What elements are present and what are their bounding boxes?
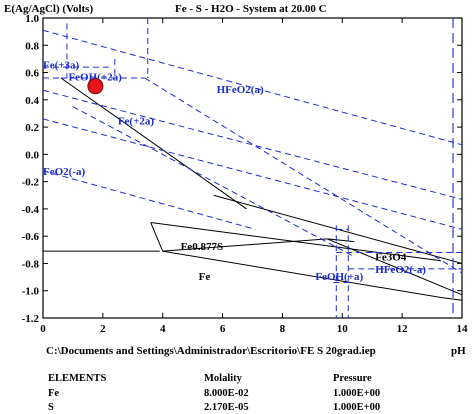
table-row-s-pressure: 1.000E+00 <box>333 402 381 413</box>
y-tick-label: 0.6 <box>25 68 39 80</box>
x-tick-label: 0 <box>40 323 46 335</box>
boundary-line-10 <box>72 106 355 258</box>
region-label-fe0-877s: Fe0.877S <box>181 241 223 253</box>
boundary-line-4 <box>150 222 463 301</box>
boundary-line-23 <box>42 29 463 146</box>
y-tick-label: 0.8 <box>25 40 39 52</box>
boundary-line-0 <box>60 77 247 210</box>
table-header-elements: ELEMENTS <box>48 373 107 384</box>
y-tick-label: 0.4 <box>25 95 39 107</box>
table-row-s-element: S <box>48 402 54 413</box>
boundary-line-21 <box>42 170 256 230</box>
y-tick-label: -1.0 <box>22 286 40 298</box>
y-tick-label: -0.8 <box>22 258 40 270</box>
y-tick-label: 0.0 <box>25 149 39 161</box>
boundary-line-6 <box>327 238 463 296</box>
x-tick-label: 2 <box>100 323 106 335</box>
y-tick-label: 0.2 <box>25 122 39 134</box>
table-row-fe-molality: 8.000E-02 <box>204 388 249 399</box>
region-label-feoh-a: FeOH(+a) <box>315 271 363 283</box>
region-label-fe: Fe <box>199 271 211 283</box>
y-tick-label: -0.2 <box>22 177 40 189</box>
y-tick-label: -1.2 <box>22 313 40 325</box>
chart-title: Fe - S - H2O - System at 20.00 C <box>175 3 327 15</box>
x-axis-label: pH <box>451 345 466 357</box>
operating-point-marker <box>87 78 104 95</box>
region-label-hfeo2-a: HFeO2(-a) <box>375 264 426 276</box>
table-row-s-molality: 2.170E-05 <box>204 402 249 413</box>
table-header-molality: Molality <box>204 373 242 384</box>
boundary-line-22 <box>42 89 463 200</box>
table-header-pressure: Pressure <box>333 373 372 384</box>
boundary-line-9 <box>144 77 463 274</box>
region-label-fe3o4: Fe3O4 <box>375 252 407 264</box>
x-tick-label: 10 <box>337 323 349 335</box>
y-tick-label: -0.4 <box>22 204 40 216</box>
y-tick-label: -0.6 <box>22 231 40 243</box>
x-tick-label: 8 <box>280 323 286 335</box>
boundary-line-7 <box>327 238 355 243</box>
x-tick-label: 14 <box>457 323 469 335</box>
boundary-line-3 <box>162 238 328 252</box>
region-label-feoh-2a: FeOH(+2a) <box>68 72 122 84</box>
x-tick-label: 12 <box>397 323 409 335</box>
region-label-feo2-a: FeO2(-a) <box>43 166 85 178</box>
region-label-fe-3a: Fe(+3a) <box>43 59 80 71</box>
region-label-fe-2a: Fe(+2a) <box>118 115 155 127</box>
region-label-hfeo2-a: HFeO2(a) <box>217 84 264 96</box>
table-row-fe-element: Fe <box>48 388 60 399</box>
plot-frame <box>42 17 463 319</box>
x-tick-label: 6 <box>220 323 226 335</box>
y-tick-label: 1.0 <box>25 13 39 25</box>
file-path: C:\Documents and Settings\Administrador\… <box>46 345 376 357</box>
y-axis-label: E(Ag/AgCl) (Volts) <box>4 3 93 15</box>
table-row-fe-pressure: 1.000E+00 <box>333 388 381 399</box>
boundary-line-24 <box>42 118 463 230</box>
x-tick-label: 4 <box>160 323 166 335</box>
